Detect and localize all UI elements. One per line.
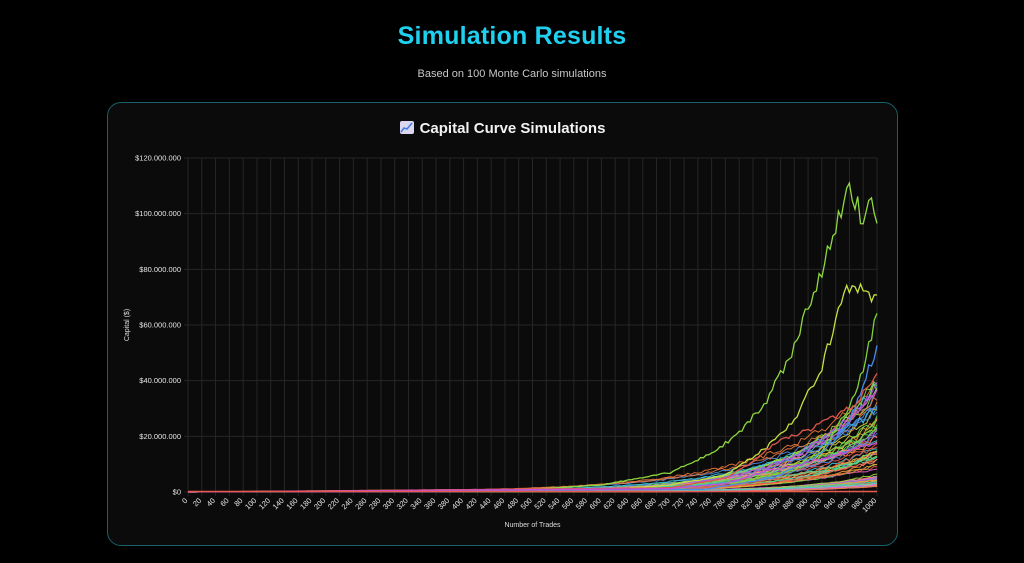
y-tick-label: $20.000.000 <box>139 432 181 441</box>
x-tick-label: 660 <box>629 496 644 511</box>
x-tick-label: 280 <box>367 496 382 511</box>
y-tick-label: $40.000.000 <box>139 376 181 385</box>
x-tick-label: 100 <box>243 496 258 511</box>
x-tick-label: 440 <box>477 496 492 511</box>
x-tick-label: 620 <box>601 496 616 511</box>
chart-increasing-icon <box>399 121 414 134</box>
x-tick-label: 900 <box>794 496 809 511</box>
x-tick-label: 380 <box>436 496 451 511</box>
x-tick-label: 760 <box>698 496 713 511</box>
x-tick-label: 260 <box>353 496 368 511</box>
y-tick-label: $120.000.000 <box>135 154 181 163</box>
x-tick-label: 680 <box>643 496 658 511</box>
x-tick-label: 820 <box>739 496 754 511</box>
x-tick-label: 1000 <box>860 496 878 514</box>
y-tick-label: $0 <box>173 488 181 497</box>
x-tick-label: 340 <box>408 496 423 511</box>
x-tick-label: 0 <box>180 496 189 505</box>
y-tick-label: $100.000.000 <box>135 209 181 218</box>
x-tick-label: 400 <box>450 496 465 511</box>
x-tick-label: 920 <box>808 496 823 511</box>
x-tick-label: 200 <box>312 496 327 511</box>
x-tick-label: 560 <box>560 496 575 511</box>
x-tick-label: 600 <box>588 496 603 511</box>
x-tick-label: 780 <box>712 496 727 511</box>
x-tick-label: 940 <box>822 496 837 511</box>
x-tick-label: 580 <box>574 496 589 511</box>
x-tick-label: 640 <box>615 496 630 511</box>
chart-card: Capital Curve Simulations $0 $20.000.000 $… <box>107 102 898 546</box>
x-tick-label: 320 <box>395 496 410 511</box>
x-tick-label: 420 <box>464 496 479 511</box>
x-tick-label: 700 <box>657 496 672 511</box>
x-axis-label: Number of Trades <box>504 522 561 529</box>
x-tick-label: 960 <box>836 496 851 511</box>
x-tick-label: 880 <box>781 496 796 511</box>
x-tick-label: 80 <box>232 496 244 508</box>
x-tick-label: 360 <box>422 496 437 511</box>
x-tick-label: 540 <box>546 496 561 511</box>
x-tick-label: 120 <box>257 496 272 511</box>
x-tick-label: 500 <box>519 496 534 511</box>
y-tick-label: $80.000.000 <box>139 265 181 274</box>
grid <box>184 157 878 496</box>
x-tick-label: 740 <box>684 496 699 511</box>
x-tick-label: 800 <box>725 496 740 511</box>
x-tick-label: 140 <box>271 496 286 511</box>
x-tick-label: 300 <box>381 496 396 511</box>
y-tick-label: $60.000.000 <box>139 321 181 330</box>
x-tick-label: 720 <box>670 496 685 511</box>
x-tick-label: 480 <box>505 496 520 511</box>
y-axis: $0 $20.000.000 $40.000.000 $60.000.000 $80.0… <box>135 154 181 497</box>
page-title: Simulation Results <box>397 22 627 50</box>
chart-title: Capital Curve Simulations <box>108 120 897 137</box>
x-tick-label: 40 <box>205 496 217 508</box>
x-tick-label: 520 <box>532 496 547 511</box>
series-lines <box>188 181 878 493</box>
x-tick-label: 240 <box>340 496 355 511</box>
x-tick-label: 60 <box>218 496 230 508</box>
x-tick-label: 840 <box>753 496 768 511</box>
x-tick-label: 220 <box>326 496 341 511</box>
x-tick-label: 860 <box>767 496 782 511</box>
x-axis: 0 20 40 60 801001201401601802002202402602803… <box>180 496 878 514</box>
y-axis-label: Capital ($) <box>124 309 131 341</box>
x-tick-label: 20 <box>191 496 203 508</box>
chart-title-text: Capital Curve Simulations <box>419 120 606 137</box>
x-tick-label: 160 <box>284 496 299 511</box>
x-tick-label: 180 <box>298 496 313 511</box>
x-tick-label: 460 <box>491 496 506 511</box>
page-subtitle: Based on 100 Monte Carlo simulations <box>417 68 607 80</box>
capital-line-chart[interactable]: $0 $20.000.000 $40.000.000 $60.000.000 $80.0… <box>108 103 897 545</box>
